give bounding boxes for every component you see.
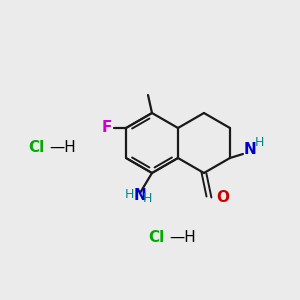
Text: H: H xyxy=(254,136,264,148)
Text: Cl: Cl xyxy=(148,230,164,245)
Text: —H: —H xyxy=(49,140,76,155)
Text: Cl: Cl xyxy=(28,140,44,155)
Text: —H: —H xyxy=(169,230,196,245)
Text: O: O xyxy=(216,190,229,205)
Text: F: F xyxy=(102,121,112,136)
Text: H: H xyxy=(142,193,152,206)
Text: N: N xyxy=(134,188,146,202)
Text: N: N xyxy=(244,142,256,158)
Text: H: H xyxy=(124,188,134,200)
